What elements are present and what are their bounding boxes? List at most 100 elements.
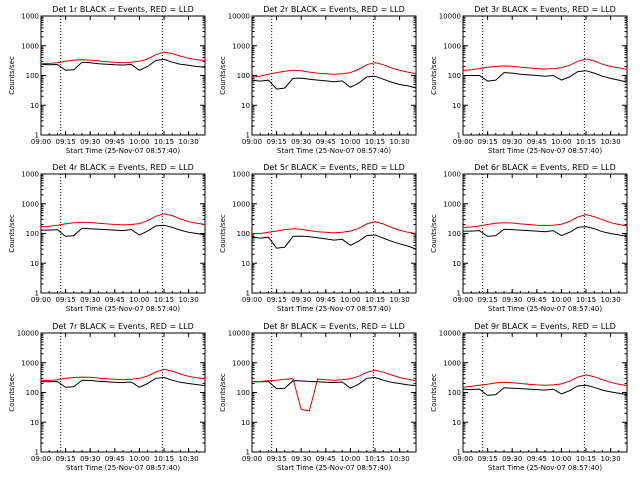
lld-series-line: [462, 58, 628, 71]
x-tick-label: 10:30: [179, 455, 199, 463]
x-tick-label: 09:30: [291, 296, 311, 304]
x-tick-label: 09:00: [242, 138, 262, 146]
panel-8: Det 8r BLACK = Events, RED = LLD 1 10 100 10…: [219, 322, 417, 472]
panel-title: Det 9r BLACK = Events, RED = LLD: [474, 322, 616, 331]
x-tick-label: 09:45: [527, 296, 547, 304]
events-series-line: [463, 226, 628, 237]
events-series-line: [251, 234, 417, 250]
y-tick-label: 1000: [21, 200, 39, 208]
x-tick-label: 10:15: [576, 455, 596, 463]
y-tick-label: 10000: [228, 330, 250, 338]
y-tick-label: 1000: [443, 359, 461, 367]
y-tick-label: 100: [448, 389, 461, 397]
x-tick-label: 09:30: [80, 296, 100, 304]
x-tick-label: 09:30: [80, 138, 100, 146]
y-tick-label: 1: [457, 290, 461, 298]
y-tick-label: 10: [241, 102, 250, 110]
x-tick-label: 10:00: [129, 138, 149, 146]
y-tick-label: 1000: [232, 359, 250, 367]
y-tick-label: 1000: [232, 42, 250, 50]
lld-series-line: [251, 62, 417, 78]
x-tick-label: 10:15: [365, 138, 385, 146]
events-series-line: [251, 75, 417, 90]
y-tick-label: 100: [26, 230, 39, 238]
plot-frame: [40, 332, 206, 453]
events-series-line: [40, 58, 206, 71]
y-axis-label: Counts/sec: [430, 373, 438, 412]
x-tick-label: 09:00: [31, 296, 51, 304]
x-tick-label: 10:15: [154, 296, 174, 304]
y-tick-label: 100: [26, 72, 39, 80]
y-axis-label: Counts/sec: [8, 56, 16, 95]
x-tick-label: 09:00: [31, 138, 51, 146]
panel-2: Det 2r BLACK = Events, RED = LLD 1 10 100 10…: [219, 5, 417, 155]
x-tick-label: 10:00: [551, 138, 571, 146]
y-tick-label: 10: [30, 419, 39, 427]
x-axis-label: Start Time (25-Nov-07 08:57:40): [277, 147, 391, 155]
x-tick-label: 09:45: [527, 138, 547, 146]
x-axis-label: Start Time (25-Nov-07 08:57:40): [488, 147, 602, 155]
y-tick-label: 100: [237, 389, 250, 397]
y-tick-label: 10: [30, 260, 39, 268]
y-tick-label: 10: [30, 102, 39, 110]
panel-title: Det 7r BLACK = Events, RED = LLD: [52, 322, 194, 331]
x-tick-label: 09:00: [242, 455, 262, 463]
x-tick-label: 10:30: [601, 455, 621, 463]
events-series-line: [462, 384, 628, 396]
x-axis-label: Start Time (25-Nov-07 08:57:40): [488, 305, 602, 313]
y-tick-label: 10: [452, 419, 461, 427]
x-tick-label: 10:30: [601, 296, 621, 304]
x-axis-label: Start Time (25-Nov-07 08:57:40): [277, 305, 391, 313]
y-tick-label: 100: [448, 230, 461, 238]
y-axis-label: Counts/sec: [219, 373, 227, 412]
x-axis-label: Start Time (25-Nov-07 08:57:40): [488, 464, 602, 472]
panel-title: Det 1r BLACK = Events, RED = LLD: [52, 5, 194, 14]
x-axis-label: Start Time (25-Nov-07 08:57:40): [66, 147, 180, 155]
panel-9: Det 9r BLACK = Events, RED = LLD 1 10 100 10…: [430, 322, 628, 472]
lld-series-line: [251, 369, 417, 412]
x-tick-label: 10:15: [154, 455, 174, 463]
y-tick-label: 1: [35, 132, 39, 140]
x-tick-label: 09:30: [502, 455, 522, 463]
x-tick-label: 10:15: [576, 138, 596, 146]
y-tick-label: 1: [35, 449, 39, 457]
y-tick-label: 1000: [443, 42, 461, 50]
x-tick-label: 09:15: [56, 138, 76, 146]
x-axis-label: Start Time (25-Nov-07 08:57:40): [66, 464, 180, 472]
panel-6: Det 6r BLACK = Events, RED = LLD 1 10 100 10…: [430, 163, 628, 313]
y-tick-label: 1000: [232, 200, 250, 208]
x-tick-label: 10:30: [390, 455, 410, 463]
plot-frame: [40, 173, 206, 294]
events-series-line: [41, 224, 206, 237]
plot-frame: [251, 173, 417, 294]
events-series-line: [252, 376, 417, 390]
panel-5: Det 5r BLACK = Events, RED = LLD 1 10 100 10…: [219, 163, 417, 313]
x-tick-label: 10:15: [365, 455, 385, 463]
lld-series-line: [40, 368, 206, 382]
plot-frame: [462, 332, 628, 453]
x-tick-label: 09:30: [80, 455, 100, 463]
x-tick-label: 10:00: [340, 296, 360, 304]
x-tick-label: 09:00: [453, 138, 473, 146]
x-tick-label: 10:30: [601, 138, 621, 146]
x-tick-label: 10:00: [129, 296, 149, 304]
x-tick-label: 09:15: [56, 455, 76, 463]
x-tick-label: 09:00: [453, 455, 473, 463]
x-tick-label: 10:15: [365, 296, 385, 304]
y-tick-label: 10: [241, 419, 250, 427]
x-tick-label: 10:30: [390, 138, 410, 146]
y-tick-label: 1000: [21, 13, 39, 21]
y-axis-label: Counts/sec: [8, 373, 16, 412]
x-tick-label: 10:00: [129, 455, 149, 463]
y-tick-label: 1000: [21, 171, 39, 179]
y-tick-label: 10000: [439, 13, 461, 21]
x-tick-label: 09:45: [316, 296, 336, 304]
plot-frame: [251, 332, 417, 453]
y-tick-label: 100: [237, 72, 250, 80]
lld-series-line: [462, 214, 628, 228]
panel-3: Det 3r BLACK = Events, RED = LLD 1 10 100 10…: [430, 5, 628, 155]
y-tick-label: 100: [237, 230, 250, 238]
x-tick-label: 09:15: [267, 296, 287, 304]
y-tick-label: 10: [241, 260, 250, 268]
x-tick-label: 09:45: [316, 138, 336, 146]
